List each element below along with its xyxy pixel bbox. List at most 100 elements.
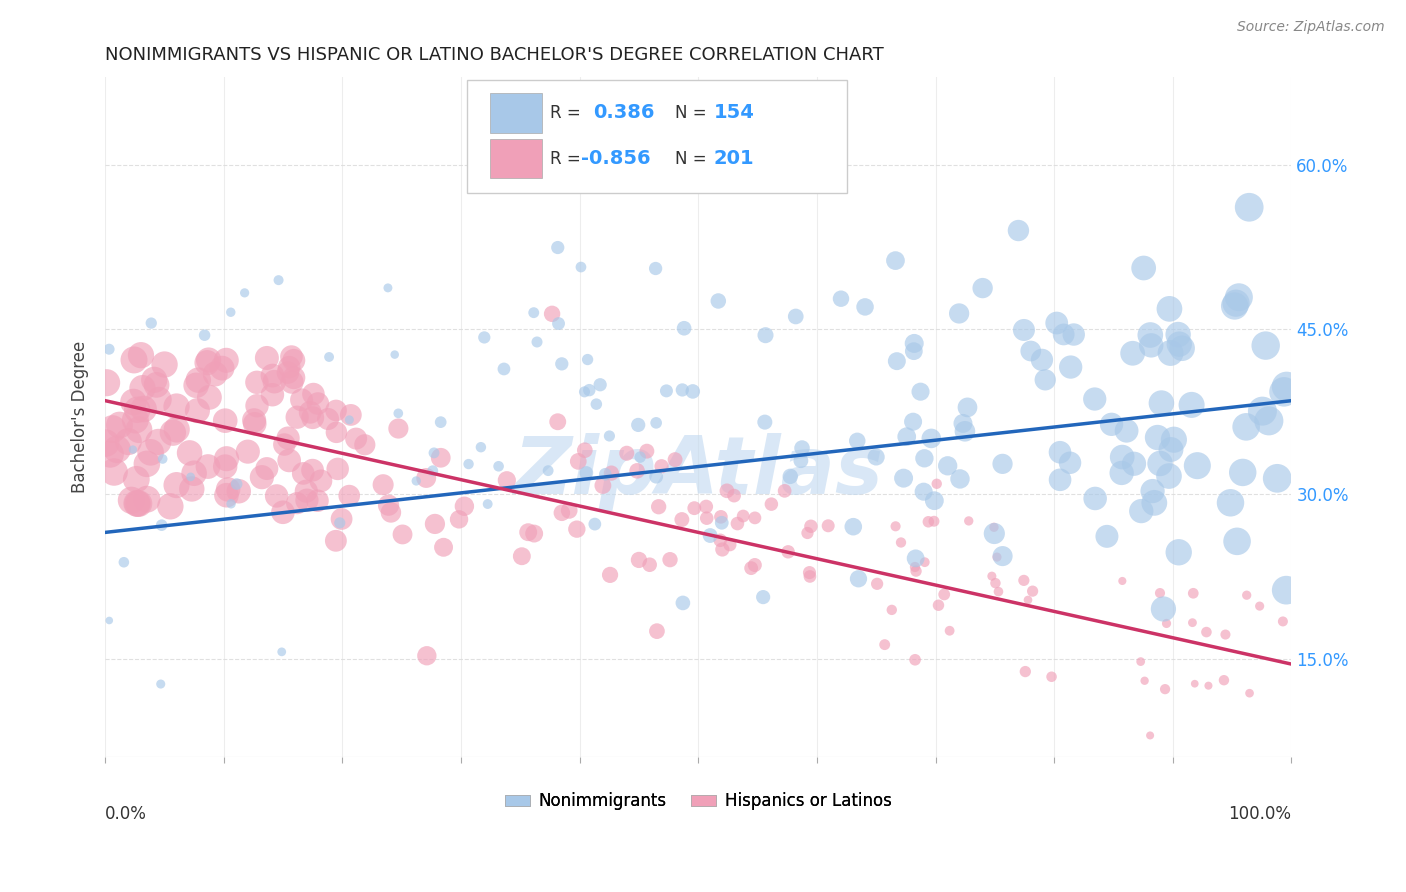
Point	[277, 366, 299, 380]
Text: -0.856: -0.856	[581, 149, 651, 168]
Point	[1195, 625, 1218, 640]
Point	[972, 281, 994, 295]
Point	[956, 401, 979, 415]
Point	[799, 569, 821, 583]
Point	[1160, 442, 1182, 457]
Point	[128, 423, 150, 437]
Point	[1181, 615, 1204, 630]
Point	[744, 558, 766, 572]
Point	[790, 441, 813, 455]
Point	[866, 576, 889, 591]
Point	[472, 330, 495, 344]
Point	[957, 514, 980, 528]
Point	[101, 422, 124, 436]
Point	[1184, 676, 1206, 690]
Point	[108, 418, 131, 433]
Point	[236, 444, 259, 458]
Point	[98, 342, 121, 356]
Point	[283, 353, 305, 368]
Point	[353, 438, 375, 452]
Point	[779, 469, 801, 483]
Point	[752, 590, 775, 604]
Point	[187, 373, 209, 387]
Point	[127, 402, 149, 417]
Point	[1168, 337, 1191, 351]
Point	[492, 362, 515, 376]
Text: N =: N =	[675, 104, 711, 122]
Point	[148, 434, 170, 449]
Point	[1143, 496, 1166, 510]
Point	[271, 505, 294, 519]
Point	[551, 506, 574, 520]
Point	[344, 432, 367, 446]
Point	[1223, 299, 1246, 313]
Point	[647, 500, 669, 514]
Point	[1122, 346, 1144, 360]
Point	[523, 526, 546, 541]
Point	[551, 357, 574, 371]
Point	[1254, 338, 1277, 352]
Point	[447, 512, 470, 526]
Point	[277, 431, 299, 445]
Point	[558, 503, 581, 517]
Point	[377, 281, 399, 295]
Point	[651, 459, 673, 474]
Point	[1014, 665, 1036, 679]
Point	[925, 476, 948, 491]
Point	[523, 306, 546, 320]
Point	[1163, 433, 1185, 447]
Point	[150, 518, 173, 533]
Point	[592, 478, 614, 492]
Point	[219, 497, 242, 511]
Point	[616, 446, 638, 460]
Point	[1251, 404, 1274, 418]
Point	[773, 483, 796, 498]
Point	[778, 545, 800, 559]
Point	[301, 410, 323, 425]
Point	[278, 453, 301, 467]
Point	[1160, 346, 1182, 360]
Point	[638, 558, 661, 572]
Point	[325, 533, 347, 548]
Point	[936, 458, 959, 473]
Point	[987, 584, 1010, 599]
Point	[710, 509, 733, 524]
Point	[1265, 471, 1288, 485]
Point	[98, 447, 121, 461]
Point	[1033, 373, 1056, 387]
Point	[1159, 301, 1181, 316]
Point	[920, 431, 942, 445]
Point	[893, 471, 915, 485]
Point	[120, 493, 142, 508]
Point	[195, 356, 218, 370]
Point	[796, 526, 818, 541]
Point	[1021, 584, 1043, 599]
Point	[1084, 491, 1107, 506]
Point	[197, 353, 219, 368]
Point	[912, 451, 935, 466]
Point	[547, 317, 569, 331]
Point	[1133, 673, 1156, 688]
Point	[853, 300, 876, 314]
Point	[1171, 341, 1194, 355]
Point	[422, 464, 444, 478]
Point	[983, 526, 1005, 541]
Point	[290, 392, 312, 407]
Point	[1111, 466, 1133, 480]
Point	[387, 421, 409, 435]
Point	[672, 596, 695, 610]
Point	[1019, 344, 1042, 359]
Point	[262, 368, 284, 383]
Point	[600, 466, 623, 480]
Point	[337, 489, 360, 503]
Point	[725, 516, 748, 531]
Point	[1140, 338, 1163, 352]
Point	[281, 375, 304, 389]
Point	[627, 553, 650, 567]
Point	[628, 450, 651, 464]
Point	[477, 497, 499, 511]
Point	[1040, 670, 1063, 684]
Text: 100.0%: 100.0%	[1229, 805, 1292, 823]
Point	[636, 444, 658, 458]
Point	[846, 434, 869, 448]
